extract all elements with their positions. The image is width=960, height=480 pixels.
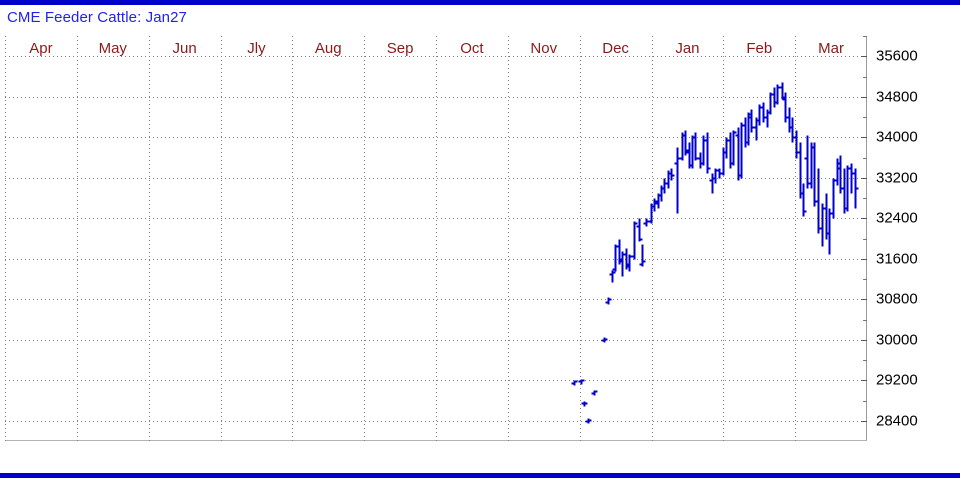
y-axis-tick-label: 28400 bbox=[876, 412, 918, 430]
ohlc-bar bbox=[651, 198, 658, 212]
y-axis-tick-label: 34000 bbox=[876, 128, 918, 146]
ohlc-bar bbox=[793, 130, 800, 159]
ohlc-bar bbox=[668, 168, 675, 181]
ohlc-bar bbox=[811, 142, 818, 207]
ohlc-bar bbox=[797, 142, 804, 199]
y-axis-tick-label: 30000 bbox=[876, 331, 918, 349]
ohlc-bar bbox=[692, 132, 699, 161]
ohlc-bar bbox=[748, 109, 755, 133]
ohlc-bar bbox=[601, 337, 608, 343]
x-axis-tick-label: Apr bbox=[29, 40, 53, 57]
ohlc-bar bbox=[800, 183, 807, 217]
ohlc-bar bbox=[738, 122, 745, 179]
bottom-divider bbox=[0, 473, 960, 478]
ohlc-bar bbox=[704, 132, 711, 174]
ohlc-bar bbox=[808, 142, 815, 189]
x-axis-tick-label: Oct bbox=[460, 40, 484, 57]
ohlc-bar bbox=[682, 130, 689, 156]
ohlc-bar bbox=[848, 163, 855, 194]
ohlc-bar bbox=[581, 401, 588, 407]
y-axis-tick-label: 35600 bbox=[876, 47, 918, 65]
ohlc-bar bbox=[612, 244, 619, 272]
ohlc-bar bbox=[779, 82, 786, 100]
page-title: CME Feeder Cattle: Jan27 bbox=[7, 9, 187, 26]
ohlc-bar bbox=[844, 165, 851, 212]
ohlc-bar bbox=[823, 193, 830, 240]
ohlc-bar bbox=[661, 178, 668, 194]
ohlc-bar-series bbox=[571, 82, 859, 424]
ohlc-bar bbox=[852, 168, 859, 209]
ohlc-bar bbox=[639, 244, 646, 267]
ohlc-bar bbox=[826, 208, 833, 255]
y-axis-tick-label: 32400 bbox=[876, 209, 918, 227]
ohlc-bar bbox=[643, 218, 650, 227]
ohlc-bar bbox=[760, 102, 767, 123]
x-axis-tick-label: May bbox=[98, 40, 127, 57]
ohlc-bar bbox=[609, 270, 616, 283]
x-axis-tick-label: Mar bbox=[818, 40, 844, 57]
x-axis-tick-label: Aug bbox=[314, 40, 342, 57]
x-axis-tick-label: Jun bbox=[172, 40, 197, 57]
y-axis-tick-label: 33200 bbox=[876, 169, 918, 187]
y-axis-tick-label: 30800 bbox=[876, 290, 918, 308]
x-axis-tick-label: Feb bbox=[746, 40, 773, 57]
ohlc-bar bbox=[786, 107, 793, 133]
ohlc-bar bbox=[631, 221, 638, 260]
x-axis-tick-label: Dec bbox=[602, 40, 629, 57]
ohlc-bar bbox=[730, 130, 737, 166]
ohlc-bar bbox=[819, 203, 826, 247]
ohlc-bar bbox=[591, 390, 598, 396]
ohlc-bar bbox=[771, 87, 778, 108]
ohlc-bar bbox=[815, 168, 822, 234]
ohlc-bar bbox=[834, 158, 841, 186]
top-divider bbox=[0, 0, 960, 5]
ohlc-bar bbox=[636, 218, 643, 242]
ohlc-bar bbox=[841, 168, 848, 214]
chart-plot-frame bbox=[5, 36, 867, 441]
x-axis-tick-label: Sep bbox=[386, 40, 414, 57]
ohlc-bar bbox=[789, 117, 796, 143]
x-axis-tick-label: Nov bbox=[530, 40, 558, 57]
ohlc-bar bbox=[709, 173, 716, 194]
y-axis-tick-label: 31600 bbox=[876, 250, 918, 268]
x-axis-tick-label: Jly bbox=[247, 40, 266, 57]
ohlc-bar bbox=[571, 380, 578, 386]
ohlc-bar bbox=[679, 132, 686, 161]
ohlc-bar bbox=[767, 92, 774, 115]
y-axis-tick-label: 34800 bbox=[876, 88, 918, 106]
chart-gridlines bbox=[5, 36, 867, 441]
ohlc-bar bbox=[686, 142, 693, 169]
y-axis-tick-label: 29200 bbox=[876, 371, 918, 389]
ohlc-bar bbox=[578, 379, 585, 385]
ohlc-bar bbox=[674, 147, 681, 214]
x-axis-tick-label: Jan bbox=[675, 40, 700, 57]
ohlc-bar bbox=[689, 135, 696, 169]
ohlc-bar bbox=[735, 127, 742, 181]
ohlc-bar bbox=[697, 152, 704, 169]
ohlc-bar bbox=[804, 135, 811, 189]
ohlc-bar bbox=[605, 297, 612, 305]
plot-area bbox=[5, 36, 867, 441]
ohlc-bar bbox=[830, 178, 837, 219]
ohlc-bar bbox=[585, 418, 592, 424]
